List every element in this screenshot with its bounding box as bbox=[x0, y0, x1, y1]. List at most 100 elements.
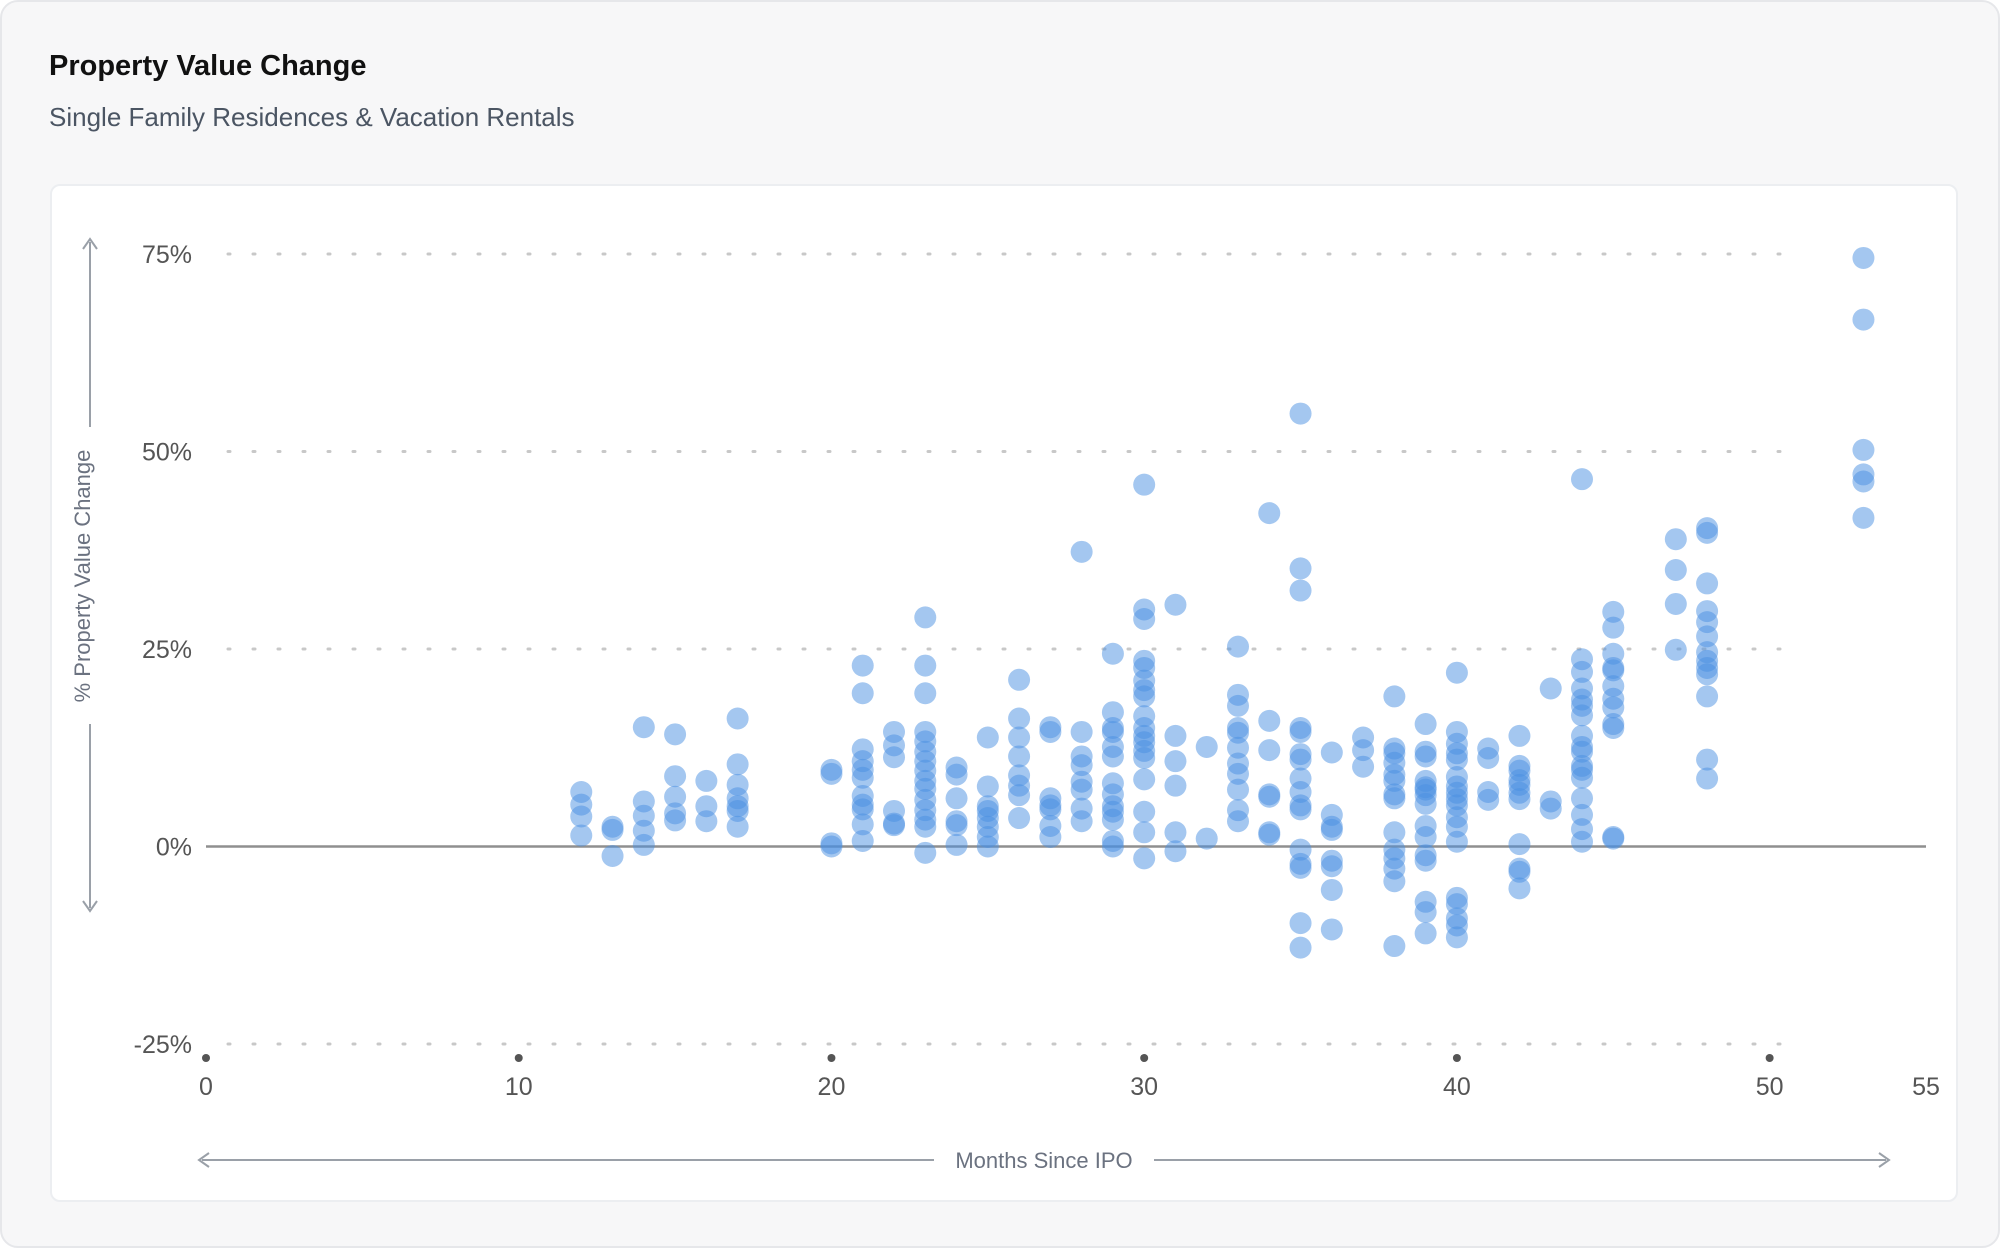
x-tick-label: 40 bbox=[1443, 1073, 1471, 1101]
x-tick-mark bbox=[514, 1054, 523, 1062]
data-point bbox=[1164, 821, 1187, 844]
arrow-down-icon bbox=[82, 900, 98, 913]
data-point bbox=[1164, 750, 1187, 773]
x-axis-title: Months Since IPO bbox=[955, 1148, 1132, 1173]
data-point bbox=[664, 785, 687, 808]
y-axis-title: % Property Value Change bbox=[70, 450, 95, 703]
chart-title: Property Value Change bbox=[49, 50, 367, 82]
data-point bbox=[1258, 502, 1281, 525]
x-tick-label: 55 bbox=[1912, 1073, 1940, 1101]
data-point bbox=[1352, 739, 1375, 762]
data-point bbox=[945, 814, 968, 837]
data-point bbox=[914, 654, 937, 677]
data-point bbox=[1008, 784, 1031, 807]
data-point bbox=[1101, 745, 1124, 768]
data-point bbox=[1852, 246, 1875, 269]
data-point bbox=[1696, 572, 1719, 595]
data-point bbox=[726, 815, 749, 838]
data-point bbox=[883, 746, 905, 769]
data-point bbox=[1289, 936, 1312, 959]
data-point bbox=[726, 799, 749, 822]
data-point bbox=[1414, 745, 1437, 768]
data-point bbox=[1383, 787, 1406, 810]
data-point bbox=[1289, 912, 1312, 935]
y-axis-title-group: % Property Value Change bbox=[70, 237, 98, 913]
data-point bbox=[1289, 856, 1312, 879]
data-point bbox=[1070, 778, 1093, 801]
data-point bbox=[1477, 747, 1500, 770]
data-point bbox=[1571, 704, 1593, 727]
data-point bbox=[601, 844, 624, 867]
data-point bbox=[976, 726, 999, 749]
data-point bbox=[914, 841, 937, 864]
data-point bbox=[1508, 877, 1531, 900]
data-point bbox=[1289, 720, 1312, 743]
data-point bbox=[1039, 720, 1062, 743]
data-point bbox=[1602, 827, 1625, 850]
data-point bbox=[664, 765, 687, 788]
data-point bbox=[1571, 660, 1593, 683]
data-point bbox=[1227, 694, 1249, 717]
chart-subtitle: Single Family Residences & Vacation Rent… bbox=[49, 102, 575, 132]
data-point bbox=[914, 815, 937, 838]
data-point bbox=[851, 654, 874, 677]
data-point bbox=[1227, 736, 1249, 759]
data-point bbox=[1133, 847, 1156, 870]
data-point bbox=[1133, 473, 1156, 496]
x-tick-label: 30 bbox=[1130, 1073, 1158, 1101]
data-point bbox=[1070, 540, 1093, 563]
data-point bbox=[976, 775, 999, 798]
x-tick-label: 20 bbox=[818, 1073, 846, 1101]
data-point bbox=[1039, 826, 1062, 849]
data-point bbox=[1320, 918, 1343, 941]
data-point bbox=[976, 835, 999, 858]
data-point bbox=[1101, 642, 1124, 665]
x-tick-label: 10 bbox=[505, 1073, 533, 1101]
x-tick-mark bbox=[827, 1054, 836, 1062]
y-tick-label: 75% bbox=[142, 241, 192, 269]
data-point bbox=[1696, 748, 1719, 771]
data-point bbox=[1289, 579, 1312, 602]
data-point bbox=[1039, 798, 1062, 821]
data-point bbox=[1227, 762, 1249, 785]
data-point bbox=[1508, 833, 1531, 856]
axis-ticks: 75% 50% 25% 0% -25%0 10 20 30 40 50 55 bbox=[134, 241, 1940, 1101]
arrow-left-icon bbox=[197, 1152, 210, 1168]
data-point bbox=[1696, 685, 1719, 708]
data-point bbox=[1852, 470, 1875, 493]
data-point bbox=[1571, 830, 1593, 853]
x-tick-mark bbox=[1140, 1054, 1149, 1062]
data-point bbox=[1008, 707, 1031, 730]
data-point bbox=[1852, 438, 1875, 461]
data-point bbox=[1571, 468, 1593, 491]
data-point bbox=[1289, 402, 1312, 425]
data-point bbox=[851, 829, 874, 852]
chart-panel bbox=[50, 184, 1958, 1202]
data-point bbox=[945, 787, 968, 810]
data-point bbox=[1696, 767, 1719, 790]
data-point bbox=[1852, 308, 1875, 331]
data-point bbox=[1289, 748, 1312, 771]
data-point bbox=[1696, 521, 1719, 544]
data-point bbox=[664, 723, 687, 746]
data-point bbox=[851, 813, 874, 836]
data-point bbox=[1289, 557, 1312, 580]
data-point bbox=[1133, 821, 1156, 844]
data-point bbox=[1477, 788, 1500, 811]
data-point bbox=[1070, 754, 1093, 777]
data-point bbox=[1602, 659, 1625, 682]
data-point bbox=[1696, 663, 1719, 686]
data-point bbox=[1383, 870, 1406, 893]
data-point bbox=[1258, 785, 1281, 808]
data-point bbox=[1133, 768, 1156, 791]
data-point bbox=[1352, 755, 1375, 778]
arrow-right-icon bbox=[1878, 1152, 1891, 1168]
data-point bbox=[1664, 528, 1687, 551]
data-point bbox=[1508, 788, 1531, 811]
x-tick-mark bbox=[1765, 1054, 1774, 1062]
data-point bbox=[1101, 808, 1124, 831]
data-point bbox=[883, 814, 905, 837]
data-point bbox=[1414, 922, 1437, 945]
data-point bbox=[1602, 696, 1625, 719]
